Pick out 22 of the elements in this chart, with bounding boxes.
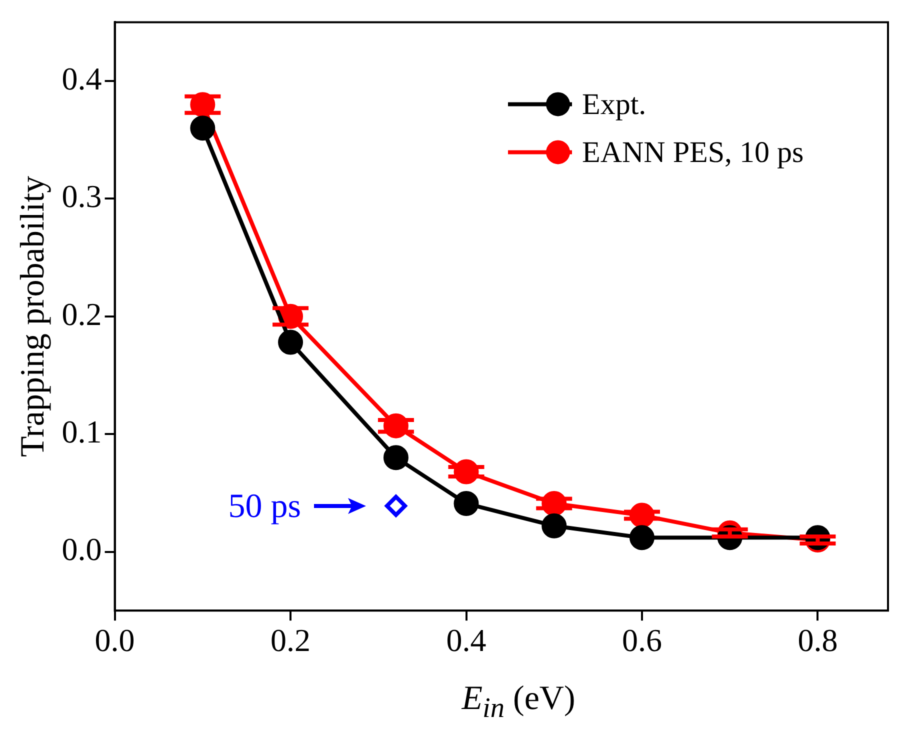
y-tick-label: 0.2 xyxy=(62,296,102,332)
legend-label: Expt. xyxy=(582,88,646,122)
point xyxy=(278,330,304,355)
y-tick-label: 0.0 xyxy=(62,531,102,568)
point xyxy=(384,494,407,517)
y-tick-label: 0.1 xyxy=(62,413,102,450)
y-tick-label: 0.4 xyxy=(62,60,102,96)
x-tick-label: 0.8 xyxy=(798,622,838,658)
legend-label: EANN PES, 10 ps xyxy=(582,136,804,170)
point xyxy=(542,513,567,538)
y-axis-title: Trapping probability xyxy=(14,176,52,457)
x-tick-label: 0.0 xyxy=(94,622,135,658)
point xyxy=(383,445,408,470)
x-tick-label: 0.4 xyxy=(446,622,486,658)
x-tick-label: 0.6 xyxy=(622,622,662,658)
point xyxy=(190,116,216,141)
y-tick-label: 0.3 xyxy=(62,178,102,214)
x-axis-title: E$_{in}$ (eV) xyxy=(460,680,576,725)
point xyxy=(454,491,479,516)
x-tick-label: 0.2 xyxy=(270,622,311,658)
text: 50 ps xyxy=(228,488,301,525)
point xyxy=(629,525,654,550)
